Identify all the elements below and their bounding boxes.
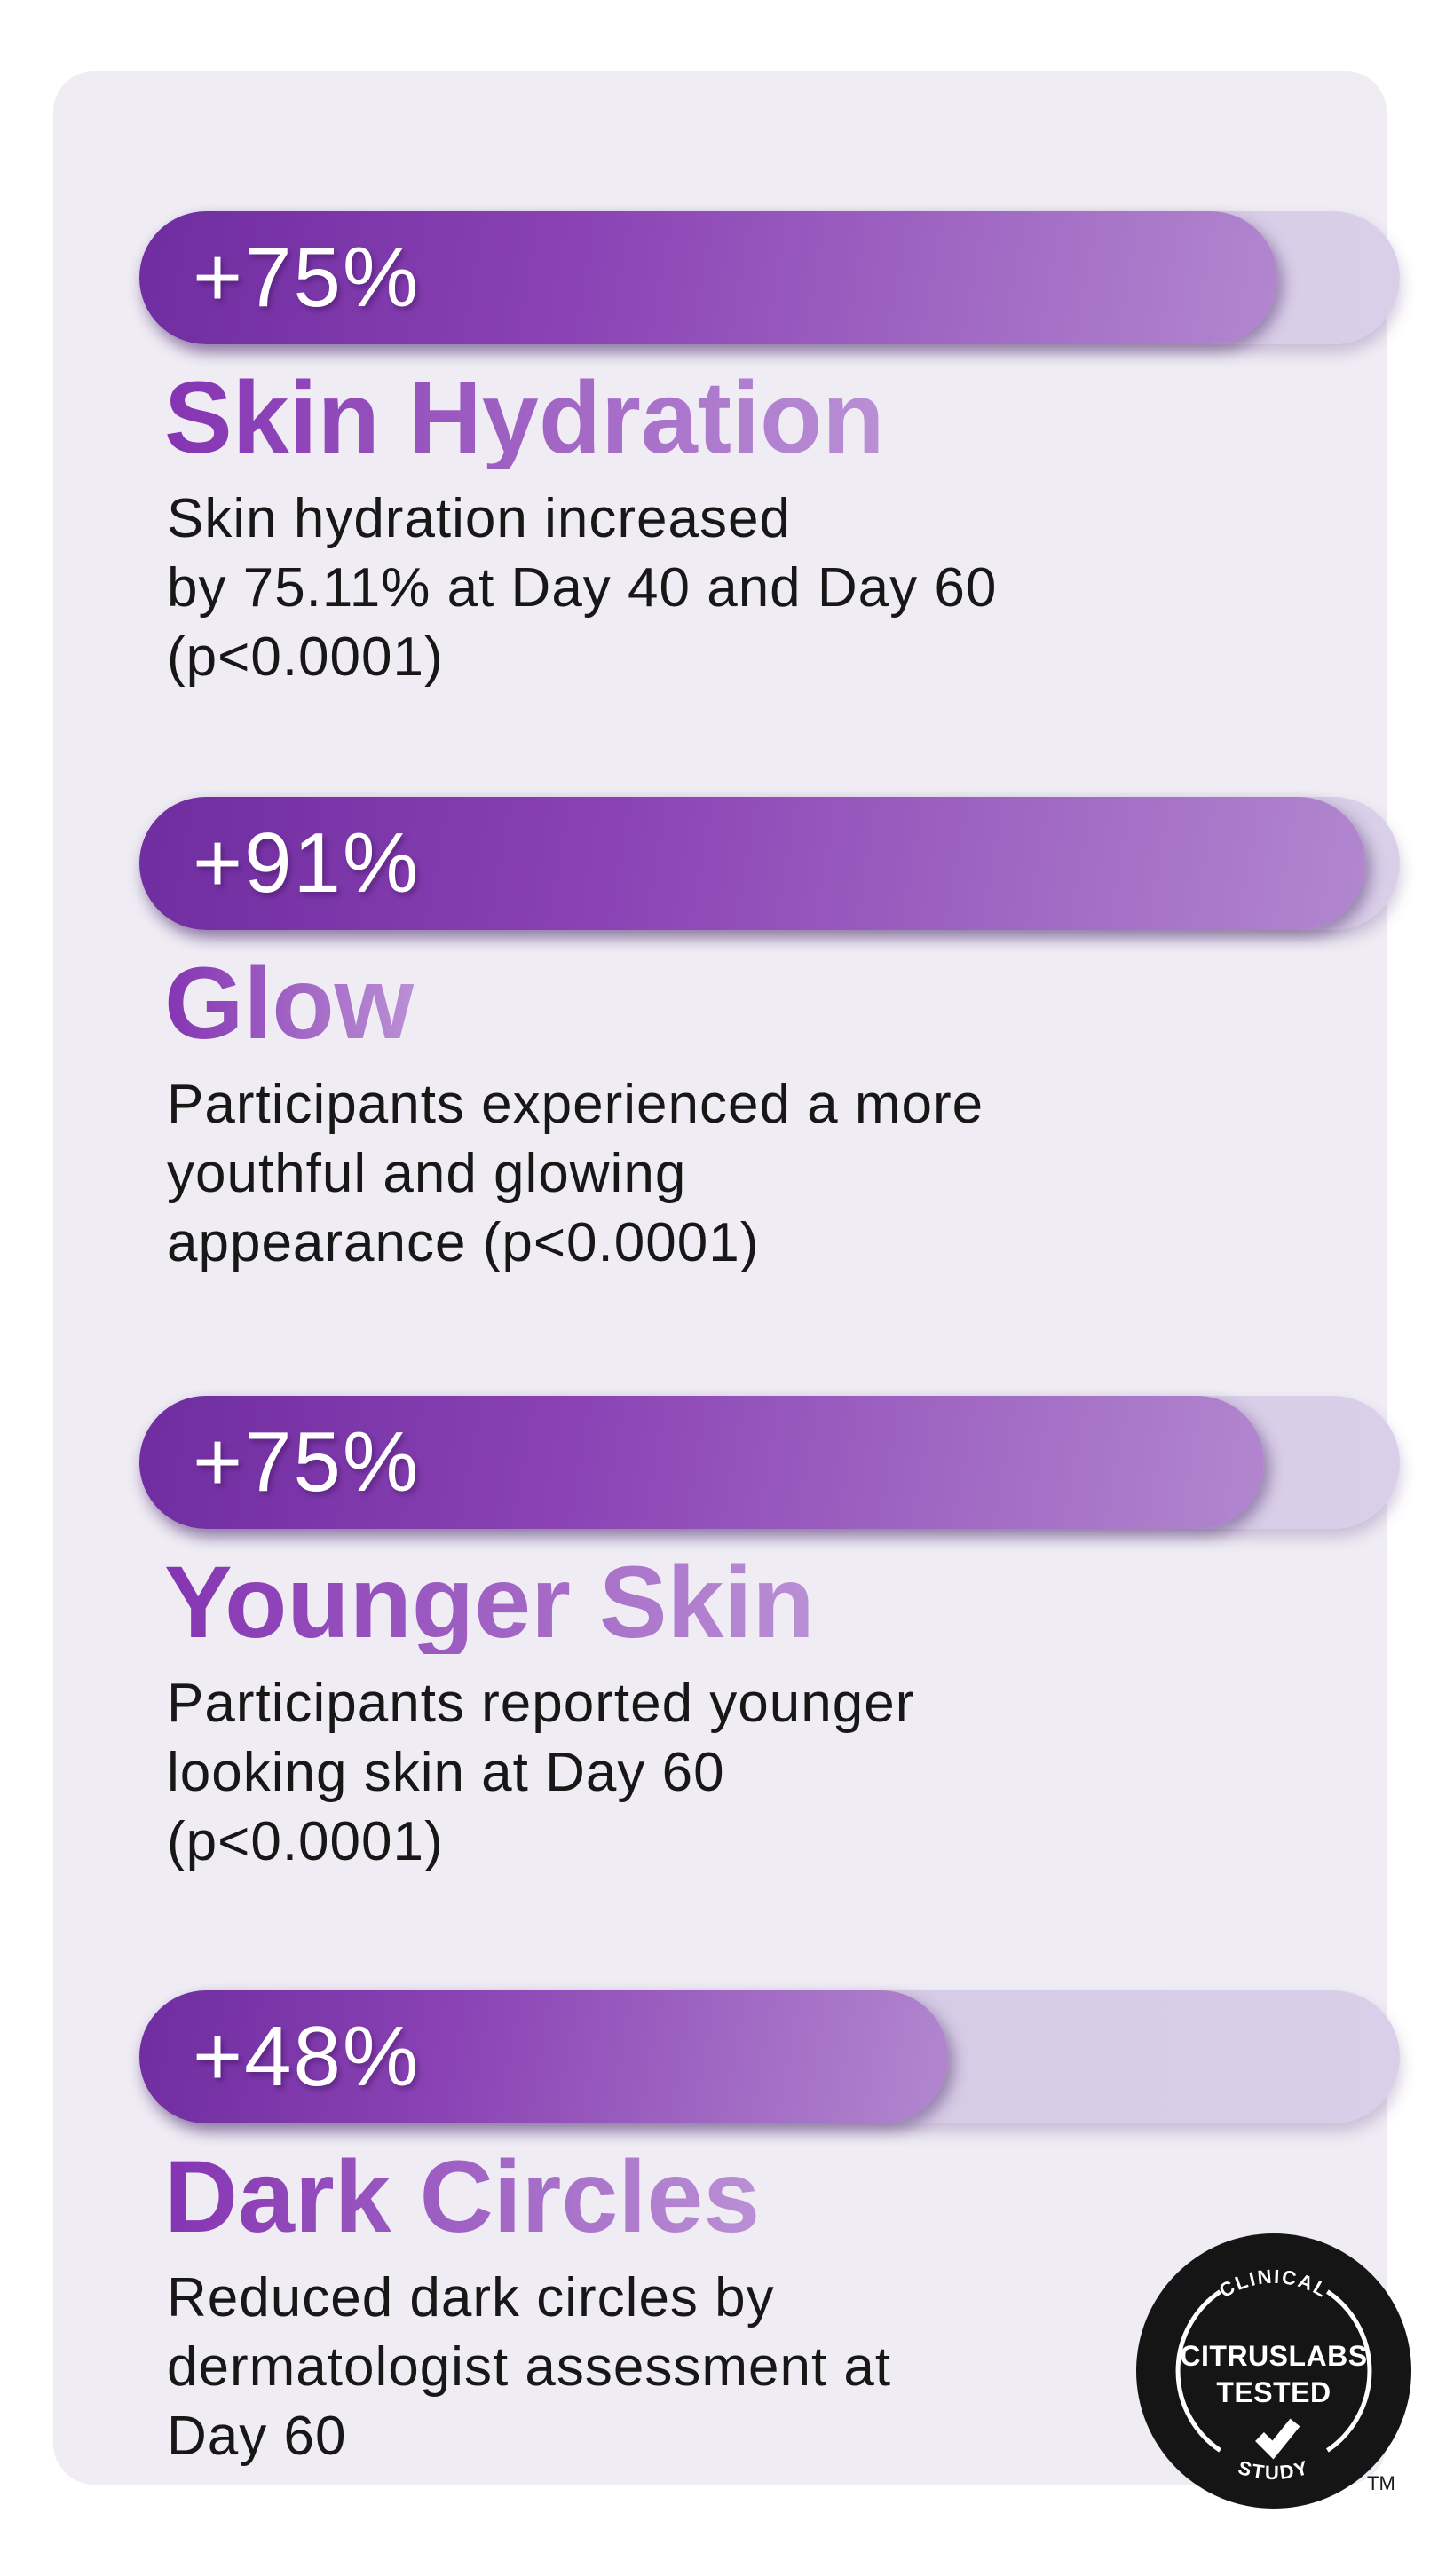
section-description: Participants experienced a more youthful… xyxy=(167,1074,984,1274)
progress-bar-fill: +75% xyxy=(139,1396,1265,1529)
badge-ring-right-arc xyxy=(1325,2289,1372,2453)
section-title: Glow xyxy=(164,947,415,1060)
section-title: Skin Hydration xyxy=(164,361,885,475)
progress-bar-fill: +91% xyxy=(139,797,1366,930)
citruslabs-badge: CLINICAL CITRUSLABS TESTED STUDY xyxy=(1136,2233,1411,2509)
badge-seal: CLINICAL CITRUSLABS TESTED STUDY xyxy=(1136,2233,1411,2509)
results-card: +75% Skin Hydration Skin hydration incre… xyxy=(53,71,1400,2485)
section-title: Dark Circles xyxy=(164,2140,761,2254)
result-section-younger-skin: +75% Younger Skin Participants reported … xyxy=(139,1396,1403,1981)
check-icon xyxy=(1255,2418,1300,2460)
section-description: Participants reported younger looking sk… xyxy=(167,1673,915,1873)
section-description: Skin hydration increased by 75.11% at Da… xyxy=(167,488,998,689)
progress-bar-fill: +48% xyxy=(139,1990,949,2123)
badge-brand-text: CITRUSLABS xyxy=(1180,2340,1367,2372)
badge-tested-text: TESTED xyxy=(1216,2376,1331,2408)
progress-bar-fill: +75% xyxy=(139,211,1277,344)
section-title: Younger Skin xyxy=(164,1546,815,1659)
section-description: Reduced dark circles by dermatologist as… xyxy=(167,2267,892,2468)
result-section-glow: +91% Glow Participants experienced a mor… xyxy=(139,797,1403,1383)
progress-value-label: +75% xyxy=(193,230,421,325)
badge-ring-left-arc xyxy=(1175,2289,1222,2453)
result-section-dark-circles: +48% Dark Circles Reduced dark circles b… xyxy=(139,1990,1403,2576)
progress-value-label: +91% xyxy=(193,815,421,910)
progress-value-label: +48% xyxy=(193,2009,421,2104)
progress-value-label: +75% xyxy=(193,1414,421,1509)
trademark-symbol: TM xyxy=(1367,2472,1395,2494)
result-section-skin-hydration: +75% Skin Hydration Skin hydration incre… xyxy=(139,211,1403,797)
